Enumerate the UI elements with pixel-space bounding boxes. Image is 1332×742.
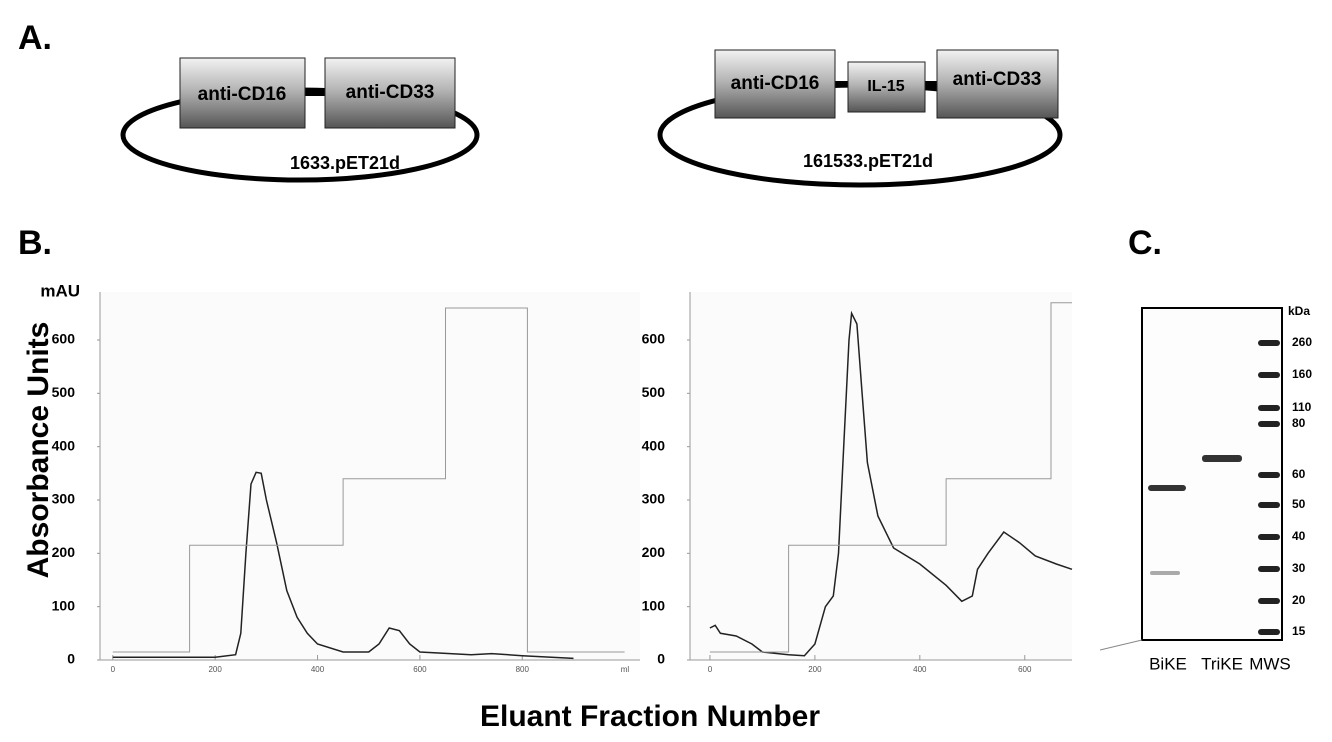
x-tick-label: 0	[708, 665, 713, 674]
marker-label: 160	[1292, 367, 1312, 381]
band	[1202, 455, 1242, 462]
y-tick-label: 0	[657, 651, 665, 667]
gene-label: anti-CD33	[346, 82, 435, 103]
y-tick-label: 300	[52, 491, 76, 507]
panel-label: A.	[18, 19, 52, 57]
y-tick-label: 100	[642, 597, 666, 613]
y-tick-label: 600	[642, 331, 666, 347]
x-tick-label: 600	[413, 665, 427, 674]
y-tick-label: 200	[52, 544, 76, 560]
band	[1150, 571, 1180, 575]
band	[1148, 485, 1186, 491]
y-tick-label: 100	[52, 597, 76, 613]
lane-label: MWS	[1249, 654, 1291, 673]
y-tick-label: 400	[642, 437, 666, 453]
x-tick-label: 400	[311, 665, 325, 674]
figure: A. B. C. anti-CD16 anti-CD33 1633.pET21d…	[0, 0, 1332, 737]
ladder-band	[1258, 629, 1280, 635]
plasmid-name: 161533.pET21d	[803, 151, 933, 171]
ladder-band	[1258, 534, 1280, 540]
x-tick-label: 800	[516, 665, 530, 674]
plasmid-name: 1633.pET21d	[290, 153, 400, 173]
y-tick-label: 200	[642, 544, 666, 560]
y-tick-label: 400	[52, 437, 76, 453]
marker-label: 80	[1292, 416, 1306, 430]
ladder-band	[1258, 598, 1280, 604]
y-tick-label: 0	[67, 651, 75, 667]
x-tick-label: 400	[913, 665, 927, 674]
ladder-band	[1258, 340, 1280, 346]
crop-line	[1100, 640, 1142, 650]
x-tick-label: 200	[208, 665, 222, 674]
marker-label: 260	[1292, 335, 1312, 349]
marker-label: 40	[1292, 529, 1306, 543]
marker-label: 110	[1292, 400, 1312, 414]
marker-label: 20	[1292, 593, 1306, 607]
marker-label: 50	[1292, 497, 1306, 511]
y-axis-title: Absorbance Units	[22, 322, 55, 579]
gene-label: anti-CD16	[731, 73, 820, 94]
gene-label: IL-15	[867, 78, 904, 95]
marker-label: 15	[1292, 624, 1306, 638]
lane-label: BiKE	[1149, 654, 1187, 673]
panel-label: B.	[18, 224, 52, 262]
ladder-band	[1258, 405, 1280, 411]
ladder-band	[1258, 421, 1280, 427]
y-tick-label: 600	[52, 331, 76, 347]
x-tick-label: 200	[808, 665, 822, 674]
gel-unit: kDa	[1288, 304, 1310, 318]
x-tick-label: 0	[111, 665, 116, 674]
x-axis-title: Eluant Fraction Number	[480, 700, 820, 733]
lane-label: TriKE	[1201, 654, 1243, 673]
y-unit: mAU	[40, 281, 80, 300]
gene-label: anti-CD33	[953, 69, 1042, 90]
marker-label: 60	[1292, 467, 1306, 481]
panel-label: C.	[1128, 224, 1162, 262]
ladder-band	[1258, 472, 1280, 478]
x-unit: ml	[621, 665, 630, 674]
ladder-band	[1258, 502, 1280, 508]
marker-label: 30	[1292, 561, 1306, 575]
y-tick-label: 300	[642, 491, 666, 507]
y-tick-label: 500	[52, 384, 76, 400]
ladder-band	[1258, 566, 1280, 572]
gene-label: anti-CD16	[198, 84, 287, 105]
y-tick-label: 500	[642, 384, 666, 400]
ladder-band	[1258, 372, 1280, 378]
plot-area	[690, 292, 1072, 660]
plot-area	[100, 292, 640, 660]
x-tick-label: 600	[1018, 665, 1032, 674]
